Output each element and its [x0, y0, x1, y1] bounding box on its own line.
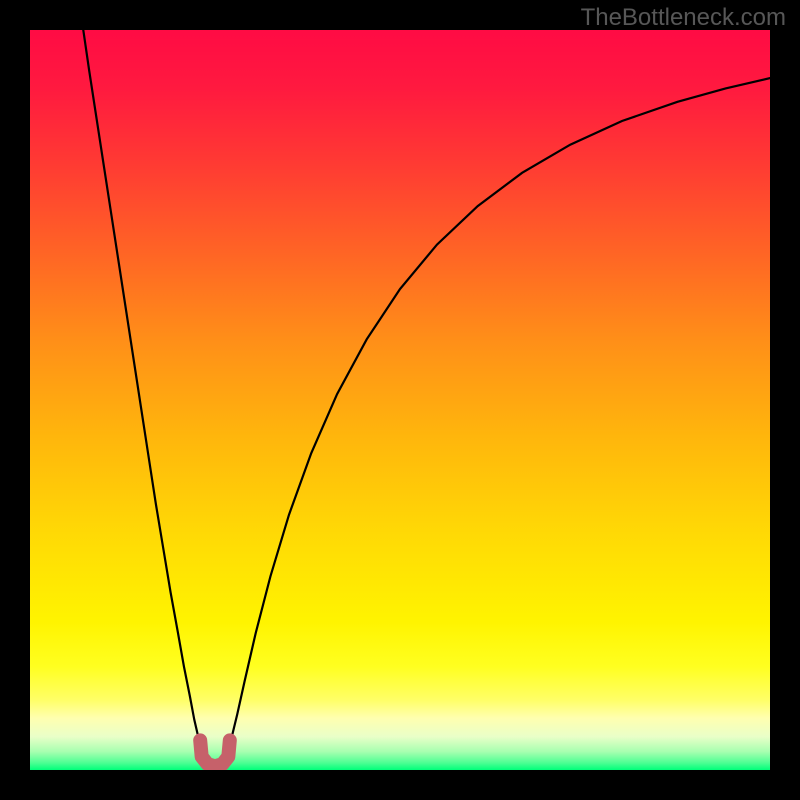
- plot-svg: [30, 30, 770, 770]
- watermark-label: TheBottleneck.com: [581, 4, 786, 31]
- background-rect: [30, 30, 770, 770]
- plot-area: [30, 30, 770, 770]
- watermark-text: TheBottleneck.com: [581, 4, 786, 32]
